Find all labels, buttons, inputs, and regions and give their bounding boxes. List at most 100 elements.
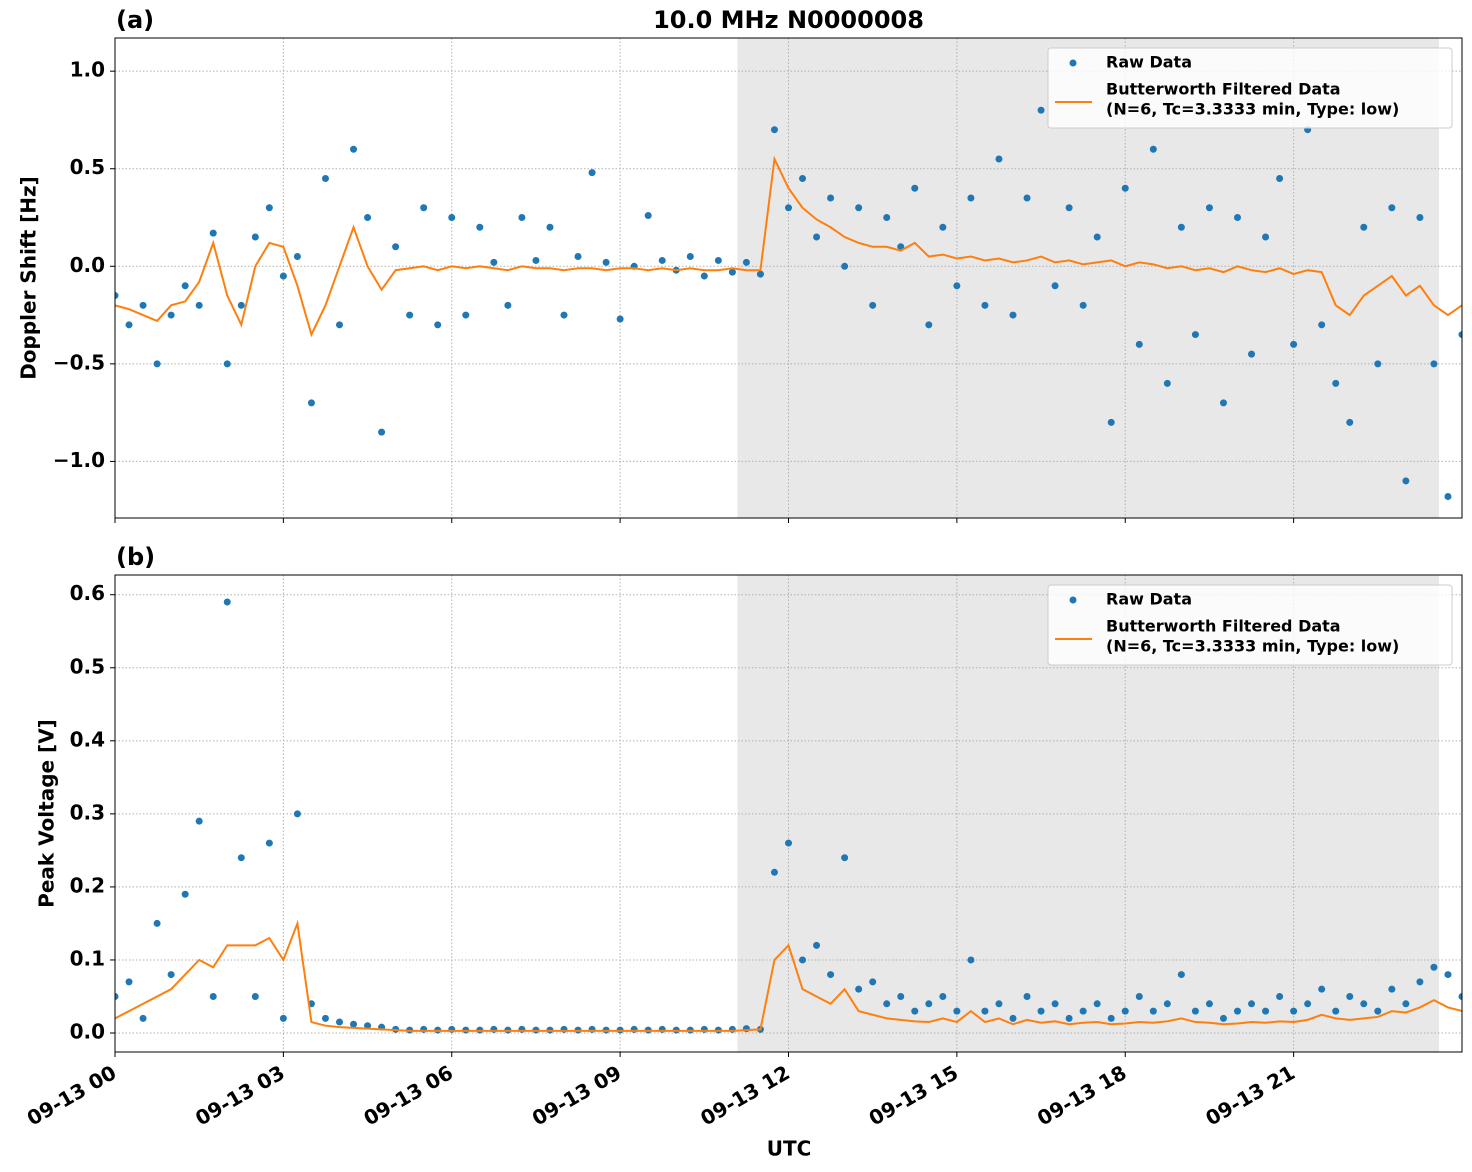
raw-point <box>321 174 329 182</box>
raw-point <box>167 971 175 979</box>
raw-point <box>799 956 807 964</box>
raw-point <box>1374 1007 1382 1015</box>
raw-point <box>1346 992 1354 1000</box>
raw-point <box>476 223 484 231</box>
raw-point <box>125 978 133 986</box>
raw-point <box>546 223 554 231</box>
raw-point <box>1262 233 1270 241</box>
raw-point <box>518 214 526 222</box>
raw-point <box>813 941 821 949</box>
raw-point <box>1374 360 1382 368</box>
raw-point <box>1318 985 1326 993</box>
legend-marker <box>1069 59 1077 67</box>
raw-point <box>378 428 386 436</box>
raw-point <box>153 919 161 927</box>
raw-point <box>1388 204 1396 212</box>
axes-frame <box>114 574 1463 1053</box>
raw-point <box>1107 1014 1115 1022</box>
raw-point <box>1009 1014 1017 1022</box>
raw-point <box>1276 174 1284 182</box>
x-tick-label: 09-13 03 <box>191 1060 289 1130</box>
y-tick-label: 0.2 <box>70 873 105 897</box>
raw-point <box>1262 1007 1270 1015</box>
raw-point <box>686 253 694 261</box>
raw-point <box>1458 992 1462 1000</box>
raw-point <box>1135 340 1143 348</box>
raw-point <box>265 839 273 847</box>
raw-point <box>616 315 624 323</box>
x-tick-label: 09-13 15 <box>865 1060 963 1130</box>
raw-point <box>1444 971 1452 979</box>
raw-point <box>139 1014 147 1022</box>
raw-point <box>967 194 975 202</box>
legend-box <box>1047 47 1453 129</box>
x-tick-label: 09-13 09 <box>528 1060 626 1130</box>
raw-point <box>321 1014 329 1022</box>
raw-point <box>742 258 750 266</box>
y-tick-label: 0.4 <box>70 727 105 751</box>
raw-point <box>1163 379 1171 387</box>
raw-point <box>434 321 442 329</box>
raw-point <box>855 985 863 993</box>
legend-marker <box>1069 596 1077 604</box>
raw-point <box>1079 1007 1087 1015</box>
raw-point <box>1248 350 1256 358</box>
raw-point <box>279 272 287 280</box>
raw-point <box>1234 214 1241 222</box>
raw-point <box>1191 1007 1199 1015</box>
raw-point <box>1332 379 1340 387</box>
raw-point <box>1276 992 1284 1000</box>
raw-point <box>1009 311 1017 319</box>
legend-box <box>1047 584 1453 666</box>
raw-point <box>883 214 891 222</box>
raw-point <box>1430 360 1438 368</box>
raw-point <box>588 169 596 177</box>
raw-point <box>855 204 863 212</box>
raw-point <box>995 1000 1003 1008</box>
raw-point <box>1205 1000 1213 1008</box>
raw-point <box>181 282 189 290</box>
raw-point <box>1219 1014 1227 1022</box>
raw-point <box>307 399 315 407</box>
raw-point <box>1037 106 1045 114</box>
raw-point <box>1346 418 1354 426</box>
y-tick-label: 0.1 <box>70 946 105 970</box>
x-tick-label: 09-13 18 <box>1033 1060 1131 1130</box>
raw-point <box>1121 1007 1129 1015</box>
raw-point <box>1360 223 1368 231</box>
legend-label: Raw Data <box>1106 590 1192 609</box>
raw-point <box>420 204 428 212</box>
raw-point <box>1023 194 1031 202</box>
raw-point <box>770 126 778 134</box>
raw-point <box>1177 971 1185 979</box>
raw-point <box>1290 340 1298 348</box>
raw-point <box>392 243 400 251</box>
raw-point <box>827 194 835 202</box>
y-tick-label: 0.6 <box>70 581 105 605</box>
raw-point <box>153 360 161 368</box>
raw-point <box>700 272 708 280</box>
legend-label: (N=6, Tc=3.3333 min, Type: low) <box>1106 100 1399 119</box>
raw-point <box>939 992 947 1000</box>
raw-point <box>770 868 778 876</box>
legend: Raw Data Butterworth Filtered Data(N=6, T… <box>1047 47 1453 129</box>
raw-point <box>265 204 273 212</box>
legend: Raw Data Butterworth Filtered Data(N=6, T… <box>1047 584 1453 666</box>
panel-label: (b) <box>116 543 155 571</box>
raw-point <box>897 992 905 1000</box>
raw-point <box>1065 1014 1073 1022</box>
raw-point <box>981 301 989 309</box>
x-axis-label: UTC <box>767 1137 812 1161</box>
raw-point <box>223 598 231 606</box>
raw-point <box>1360 1000 1368 1008</box>
raw-point <box>883 1000 891 1008</box>
raw-point <box>209 992 217 1000</box>
raw-point <box>1318 321 1326 329</box>
raw-point <box>279 1014 287 1022</box>
raw-point <box>841 262 849 270</box>
raw-point <box>223 360 231 368</box>
y-tick-label: 0.5 <box>70 654 105 678</box>
raw-point <box>911 1007 919 1015</box>
y-tick-label: −0.5 <box>53 350 105 374</box>
